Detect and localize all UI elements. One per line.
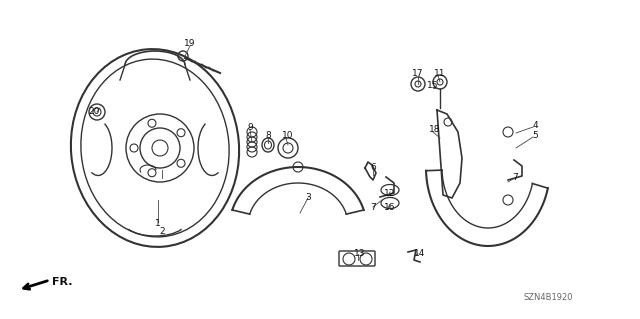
Text: 20: 20 <box>88 108 100 116</box>
Text: 19: 19 <box>184 40 196 48</box>
Text: 6: 6 <box>370 164 376 173</box>
Text: 1: 1 <box>155 219 161 228</box>
Text: 7: 7 <box>512 174 518 182</box>
Text: 4: 4 <box>532 121 538 130</box>
Text: 14: 14 <box>414 249 426 258</box>
FancyBboxPatch shape <box>339 251 375 266</box>
Text: 13: 13 <box>355 249 365 258</box>
Text: SZN4B1920: SZN4B1920 <box>524 293 573 301</box>
Text: 10: 10 <box>282 131 294 140</box>
Text: FR.: FR. <box>52 277 72 287</box>
Text: 9: 9 <box>247 123 253 132</box>
Text: 12: 12 <box>384 189 396 198</box>
Text: 7: 7 <box>370 203 376 211</box>
Text: 17: 17 <box>412 70 424 78</box>
Text: 15: 15 <box>428 81 439 91</box>
Text: 18: 18 <box>429 125 441 135</box>
Text: 8: 8 <box>265 131 271 140</box>
Text: 3: 3 <box>305 194 311 203</box>
Text: 11: 11 <box>435 69 445 78</box>
Text: 2: 2 <box>159 227 165 236</box>
Text: 5: 5 <box>532 130 538 139</box>
Text: 16: 16 <box>384 204 396 212</box>
